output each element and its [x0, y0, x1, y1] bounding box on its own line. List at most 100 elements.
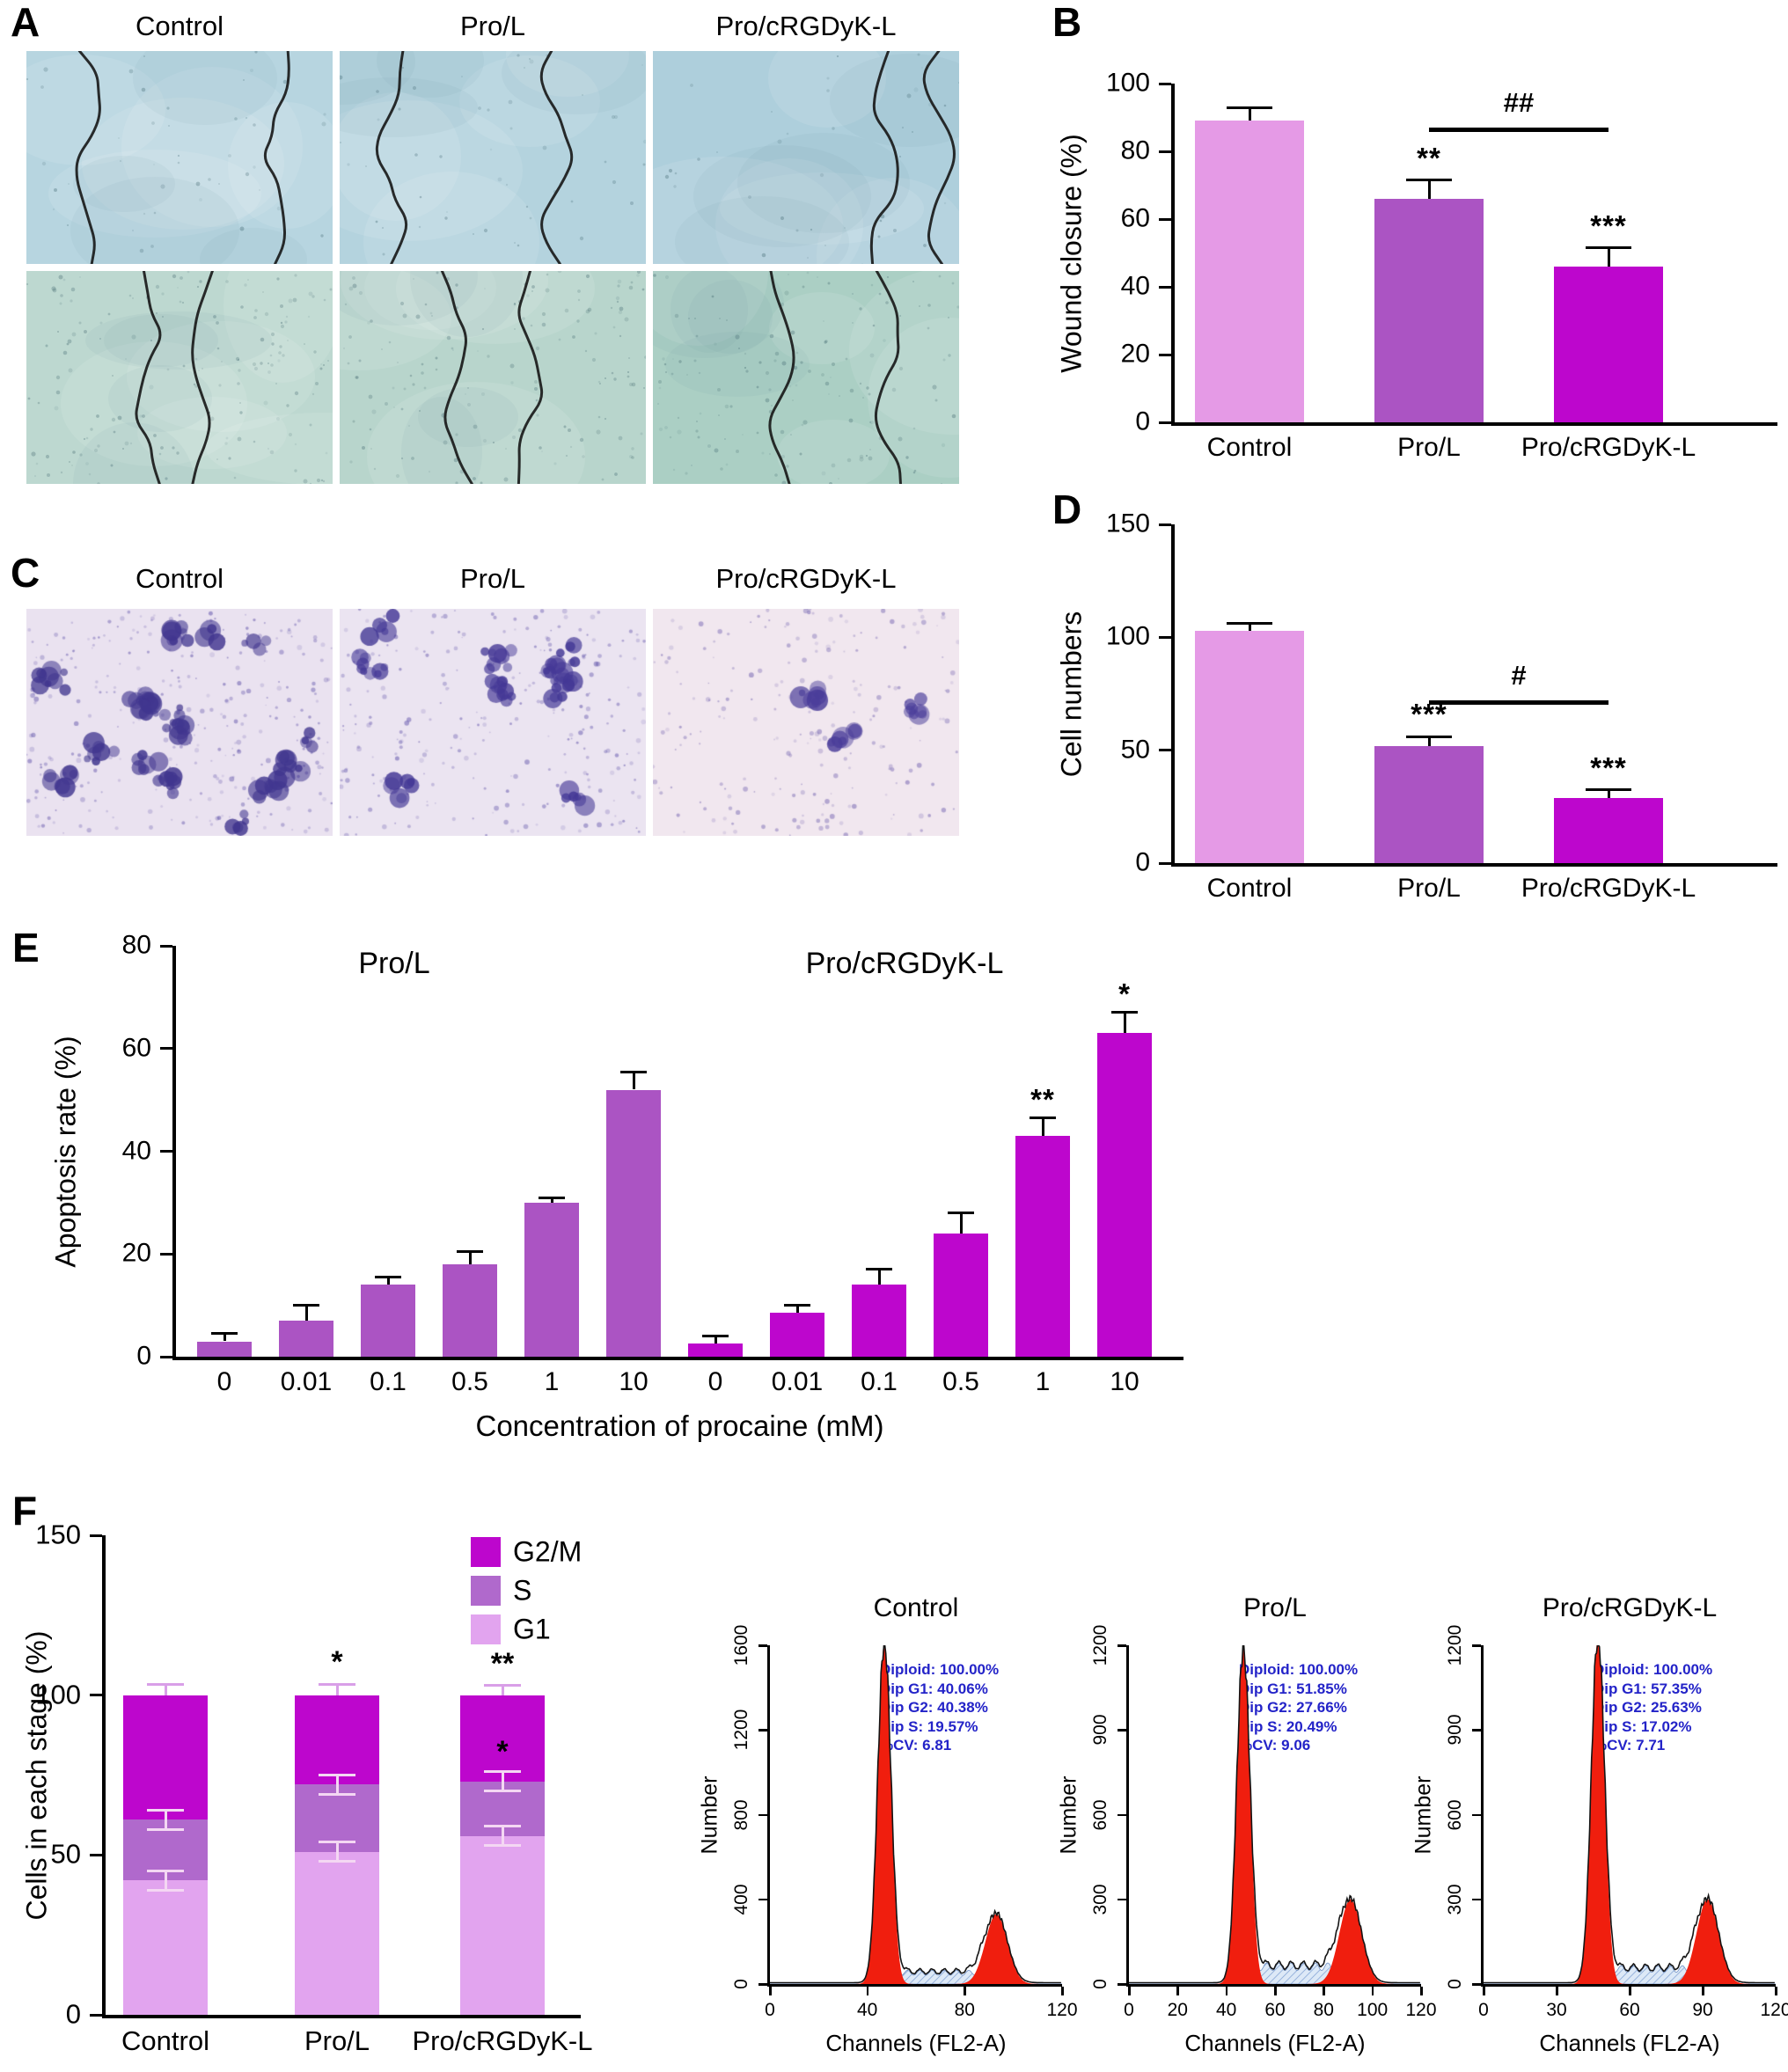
x-tick-label: 90 [1692, 2000, 1713, 2020]
panel-f-label: F [12, 1488, 38, 1534]
x-category-label: 10 [619, 1367, 649, 1396]
y-tick-label: 600 [1090, 1798, 1110, 1831]
error-bar-cap [457, 1249, 483, 1253]
y-tick-mark [160, 1150, 172, 1153]
x-tick-label: 60 [1264, 2000, 1286, 2020]
x-category-label: 0.01 [771, 1367, 824, 1396]
x-tick-label: 0 [1124, 2000, 1134, 2020]
significance-label: ** [1417, 141, 1441, 174]
x-tick-label: 0 [1478, 2000, 1489, 2020]
segment-error-cap [147, 1827, 184, 1831]
y-tick-mark [1118, 1898, 1126, 1901]
x-axis-line [1481, 1984, 1776, 1987]
y-tick-mark [160, 1047, 172, 1051]
y-tick-mark [758, 1729, 767, 1732]
transwell-image-cell [26, 609, 333, 836]
legend-swatch-g2m [471, 1537, 501, 1567]
flow-annotation-line: Dip G2: 25.63% [1594, 1699, 1702, 1716]
segment-error-cap [147, 1809, 184, 1812]
wound-edge-line [517, 271, 544, 484]
s-phase-area [1484, 1965, 1776, 1984]
error-bar-line [468, 1251, 472, 1264]
y-tick-mark [758, 1898, 767, 1901]
error-bar-cap [147, 1682, 184, 1686]
stacked-segment-g1 [460, 1835, 545, 2015]
panel-a-header-prol: Pro/L [459, 11, 526, 41]
wound-edge-line [263, 51, 290, 264]
y-axis-title: Wound closure (%) [1055, 133, 1088, 373]
y-tick-label: 1200 [1445, 1624, 1465, 1666]
x-tick-mark [1323, 1987, 1325, 1995]
error-bar-cap [866, 1268, 892, 1271]
y-tick-mark [90, 1534, 102, 1537]
stacked-segment-g2m [295, 1695, 379, 1785]
x-axis-title: Concentration of procaine (mM) [475, 1409, 884, 1442]
error-bar-line [164, 1684, 167, 1695]
comparison-line [1429, 128, 1608, 133]
x-category-label: 10 [1110, 1367, 1139, 1396]
flow-annotation-line: Dip G1: 57.35% [1594, 1680, 1702, 1697]
error-bar-line [335, 1684, 339, 1695]
y-tick-label: 900 [1090, 1714, 1110, 1746]
y-tick-mark [1118, 1983, 1126, 1986]
x-tick-label: 20 [1167, 2000, 1188, 2020]
flow-annotation-line: Diploid: 100.00% [1594, 1661, 1713, 1678]
wound-healing-image-cell [26, 51, 333, 264]
x-tick-mark [769, 1987, 772, 1995]
segment-error-line [164, 1871, 167, 1891]
segment-error-line [501, 1826, 504, 1846]
segment-error-line [335, 1841, 339, 1862]
error-bar-cap [1406, 735, 1452, 738]
y-tick-mark [160, 944, 172, 948]
y-tick-mark [1159, 635, 1171, 639]
error-bar-line [1123, 1012, 1126, 1034]
flow-annotation-line: %CV: 6.81 [880, 1737, 952, 1754]
panel-a-label: A [11, 0, 40, 45]
y-tick-mark [1159, 421, 1171, 424]
x-category-label: 0.01 [280, 1367, 333, 1396]
x-tick-mark [1775, 1987, 1777, 1995]
stacked-segment-g1 [123, 1880, 208, 2015]
x-tick-label: 120 [1405, 2000, 1437, 2020]
segment-error-cap [484, 1843, 521, 1847]
x-category-label: Control [121, 2025, 209, 2056]
error-bar-line [877, 1269, 881, 1285]
y-tick-label: 50 [1120, 735, 1150, 765]
y-tick-mark [1159, 353, 1171, 356]
comparison-line [1429, 700, 1608, 706]
wound-healing-image [340, 271, 646, 484]
significance-label: * [331, 1645, 343, 1679]
y-axis-line [102, 1535, 106, 2018]
y-tick-mark [1118, 1729, 1126, 1732]
error-bar-line [632, 1072, 635, 1090]
flow-annotation-line: Diploid: 100.00% [880, 1661, 1000, 1678]
legend-swatch-g1 [471, 1614, 501, 1644]
error-bar-line [1427, 736, 1431, 746]
segment-error-cap [147, 1888, 184, 1892]
bar [1554, 797, 1663, 863]
y-axis-line [1171, 524, 1175, 867]
bar [688, 1344, 743, 1357]
x-axis-title: Channels (FL2-A) [1184, 2030, 1366, 2056]
y-tick-label: 0 [731, 1979, 751, 1989]
flow-curves [1484, 1645, 1776, 1984]
error-bar-line [795, 1305, 799, 1314]
wound-healing-image [26, 51, 333, 264]
error-bar-cap [211, 1332, 238, 1336]
bar [443, 1263, 497, 1357]
error-bar-line [1248, 623, 1251, 631]
y-tick-label: 100 [1105, 68, 1150, 98]
error-bar-line [1427, 179, 1431, 199]
cell-numbers-chart: 0 50 100 150 Cell numbers Control *** Pro/L *** P… [1038, 489, 1788, 947]
wound-edge-line [375, 51, 408, 264]
error-bar-cap [620, 1070, 647, 1073]
x-category-label: 0 [216, 1367, 232, 1396]
x-axis-line [1171, 863, 1777, 867]
y-tick-label: 300 [1445, 1884, 1465, 1915]
x-tick-mark [964, 1987, 966, 1995]
flow-annotation-line: Dip S: 20.49% [1239, 1717, 1337, 1735]
x-tick-label: 30 [1546, 2000, 1567, 2020]
y-tick-mark [90, 1694, 102, 1697]
bar [934, 1233, 988, 1357]
flow-annotation-line: Dip G2: 40.38% [880, 1699, 988, 1716]
